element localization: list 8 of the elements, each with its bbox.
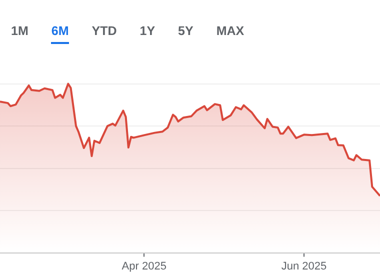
text: 1Y <box>140 23 156 40</box>
text: 6M <box>51 22 69 44</box>
x-tick-label: Apr 2025 <box>122 260 166 272</box>
text: YTD <box>92 23 117 40</box>
text: MAX <box>216 23 244 40</box>
x-tick-label: Jun 2025 <box>281 260 327 272</box>
text: 1M <box>11 23 28 40</box>
text: 5Y <box>178 23 194 40</box>
